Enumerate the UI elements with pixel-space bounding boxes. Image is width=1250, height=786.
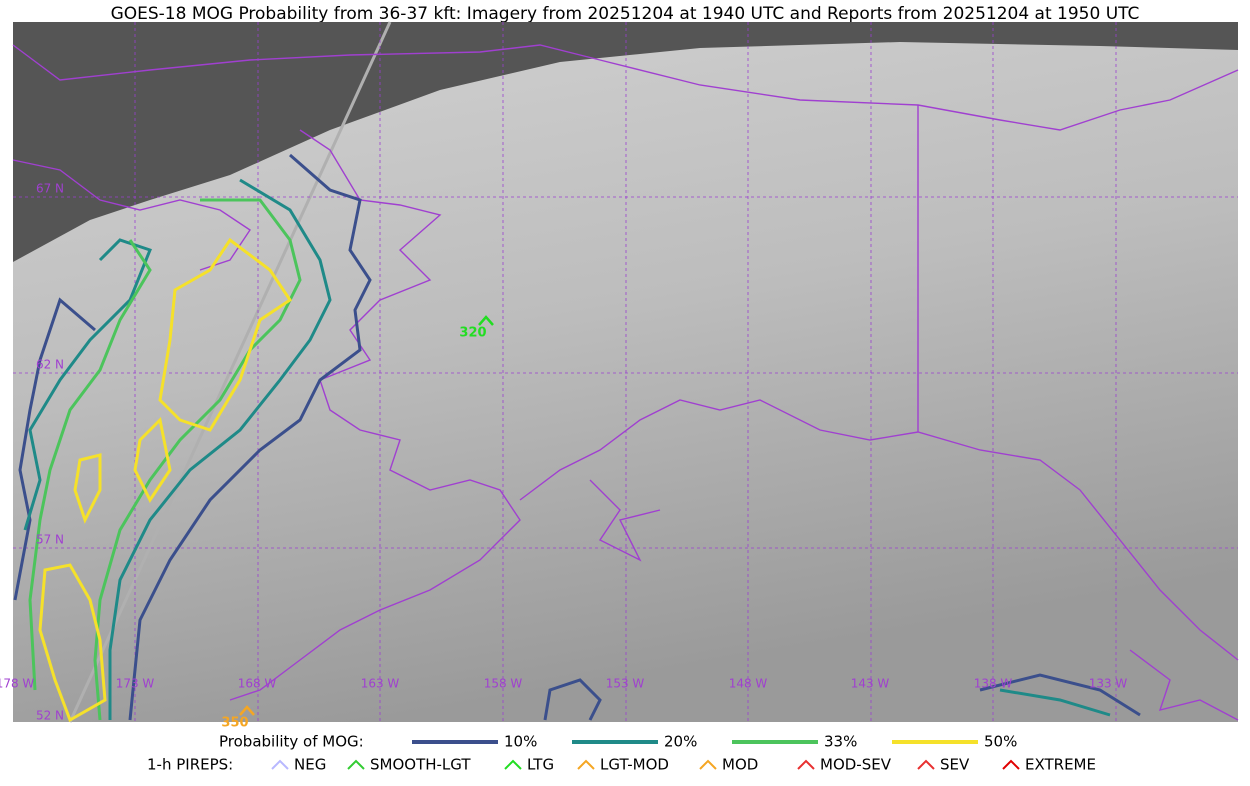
contour (23, 238, 152, 531)
legend-label: 10% (504, 733, 537, 751)
pirep-legend-symbol (1002, 759, 1020, 770)
contour (543, 678, 602, 721)
pirep-altitude: 350 (221, 716, 248, 731)
contour (13, 297, 96, 601)
contour (158, 237, 293, 432)
coastlines (12, 44, 1239, 721)
legend-label: NEG (294, 756, 326, 774)
legend-label: EXTREME (1025, 756, 1096, 774)
contour (979, 673, 1141, 717)
pirep-legend-symbol (271, 759, 289, 770)
no-data-region (13, 22, 1238, 262)
legend-label: 33% (824, 733, 857, 751)
contour (133, 416, 172, 503)
pirep-altitude: 320 (459, 326, 486, 341)
contour (93, 198, 302, 721)
legend-label: LGT-MOD (600, 756, 669, 774)
legend-label: 20% (664, 733, 697, 751)
contour (999, 688, 1111, 717)
legend-label: MOD-SEV (820, 756, 892, 774)
pirep-legend-symbol (504, 759, 522, 770)
contour (108, 178, 332, 720)
lat-label: 62 N (36, 358, 64, 372)
lon-label: 153 W (606, 677, 645, 691)
lat-label: 67 N (36, 182, 64, 196)
legend-label: SEV (940, 756, 970, 774)
lon-label: 148 W (729, 677, 768, 691)
contour (73, 453, 102, 524)
pirep-legend-symbol (797, 759, 815, 770)
lon-label: 143 W (851, 677, 890, 691)
lon-label: 138 W (974, 677, 1013, 691)
legend-label: SMOOTH-LGT (370, 756, 471, 774)
labels: 67 N 62 N 57 N 52 N 178 W 173 W 168 W 163 W 158 … (0, 182, 1127, 731)
lat-label: 57 N (36, 533, 64, 547)
pirep-symbol (239, 705, 255, 716)
lon-label: 168 W (238, 677, 277, 691)
pirep-symbol (478, 315, 494, 326)
lat-label: 52 N (36, 709, 64, 723)
legend-title: 1-h PIREPS: (147, 756, 233, 774)
pirep-legend-symbol (347, 759, 365, 770)
title: GOES-18 MOG Probability from 36-37 kft: … (111, 4, 1140, 24)
contour (38, 563, 107, 723)
pirep-legend-symbol (917, 759, 935, 770)
legend-label: MOD (722, 756, 758, 774)
contour (128, 153, 372, 721)
pirep-legend-symbol (699, 759, 717, 770)
graticule (13, 22, 1238, 722)
lon-label: 173 W (116, 677, 155, 691)
probability-contours (13, 153, 1141, 723)
lon-label: 158 W (484, 677, 523, 691)
orbit-track (68, 21, 392, 723)
legend-label: 50% (984, 733, 1017, 751)
lon-label: 178 W (0, 677, 34, 691)
lon-label: 163 W (361, 677, 400, 691)
lon-label: 133 W (1089, 677, 1128, 691)
legend-title: Probability of MOG: (219, 733, 364, 751)
pirep-legend-symbol (577, 759, 595, 770)
contour (28, 239, 152, 691)
legend-label: LTG (527, 756, 554, 774)
